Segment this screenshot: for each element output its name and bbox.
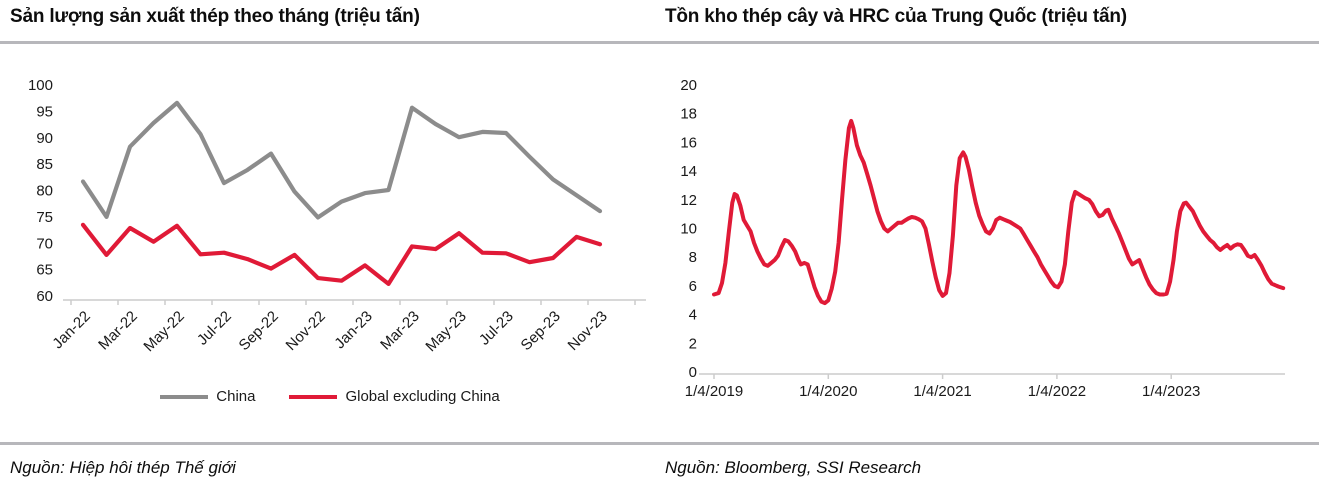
left-y-tick-label: 75 xyxy=(36,209,53,226)
global-ex-china-line xyxy=(80,222,603,286)
legend-label-china: China xyxy=(216,388,256,405)
left-x-tick-label: Nov-22 xyxy=(283,308,329,354)
left-x-tick-label: May-22 xyxy=(140,308,187,355)
left-y-tick-label: 85 xyxy=(36,156,53,173)
left-y-tick-label: 90 xyxy=(36,130,53,147)
china-line-swatch xyxy=(160,394,209,399)
left-y-tick-label: 70 xyxy=(36,235,53,252)
left-x-tick-label: Jul-23 xyxy=(476,308,517,349)
right-y-tick-label: 18 xyxy=(680,106,697,123)
left-x-tick-label: Jan-22 xyxy=(49,308,93,352)
right-x-tick-label: 1/4/2022 xyxy=(1028,383,1086,400)
right-x-tick-label: 1/4/2020 xyxy=(799,383,857,400)
right-y-tick-label: 4 xyxy=(689,307,697,324)
global-ex-china-line-swatch xyxy=(289,394,338,399)
inventory-line xyxy=(712,118,1286,306)
legend-item-china: China xyxy=(160,388,255,405)
left-y-tick-label: 80 xyxy=(36,183,53,200)
left-y-tick-label: 100 xyxy=(28,77,53,94)
left-x-tick-label: Mar-22 xyxy=(95,308,141,354)
legend-item-global-ex-china: Global excluding China xyxy=(289,388,500,405)
right-y-tick-label: 8 xyxy=(689,249,697,266)
titles-row: Sản lượng sản xuất thép theo tháng (triệ… xyxy=(0,0,1319,41)
left-x-tick-label: Jan-23 xyxy=(331,308,375,352)
left-chart-legend: China Global excluding China xyxy=(0,388,660,405)
left-x-tick-label: Jul-22 xyxy=(194,308,235,349)
right-y-tick-label: 2 xyxy=(689,335,697,352)
right-x-tick-label: 1/4/2019 xyxy=(685,383,743,400)
left-y-tick-label: 60 xyxy=(36,288,53,305)
left-y-tick-label: 65 xyxy=(36,262,53,279)
left-x-tick-label: Mar-23 xyxy=(377,308,423,354)
bottom-divider xyxy=(0,442,1319,445)
left-x-tick-label: Sep-23 xyxy=(518,308,564,354)
left-chart-title: Sản lượng sản xuất thép theo tháng (triệ… xyxy=(10,6,420,27)
right-y-tick-label: 20 xyxy=(680,77,697,94)
charts-row: 100 95 90 85 80 75 70 65 60 Jan-22 Mar-22 May-22 Jul… xyxy=(0,44,1319,442)
right-x-tick-label: 1/4/2021 xyxy=(913,383,971,400)
sources-row: Nguồn: Hiệp hôi thép Thế giới Nguồn: Blo… xyxy=(0,445,1319,478)
right-chart-title: Tồn kho thép cây và HRC của Trung Quốc (… xyxy=(665,6,1127,27)
right-y-tick-label: 12 xyxy=(680,192,697,209)
right-y-tick-label: 14 xyxy=(680,163,697,180)
legend-label-global-ex-china: Global excluding China xyxy=(345,388,500,405)
right-y-tick-label: 0 xyxy=(689,364,697,381)
left-x-tick-label: May-23 xyxy=(422,308,469,355)
left-y-tick-label: 95 xyxy=(36,103,53,120)
left-x-tick-label: Sep-22 xyxy=(236,308,282,354)
right-y-tick-label: 6 xyxy=(689,278,697,295)
right-x-tick-label: 1/4/2023 xyxy=(1142,383,1200,400)
top-divider xyxy=(0,41,1319,44)
right-source-text: Nguồn: Bloomberg, SSI Research xyxy=(665,458,922,477)
left-x-tick-label: Nov-23 xyxy=(565,308,611,354)
right-y-tick-label: 10 xyxy=(680,221,697,238)
right-y-tick-label: 16 xyxy=(680,134,697,151)
left-source-text: Nguồn: Hiệp hôi thép Thế giới xyxy=(10,458,236,477)
china-line xyxy=(80,100,603,220)
